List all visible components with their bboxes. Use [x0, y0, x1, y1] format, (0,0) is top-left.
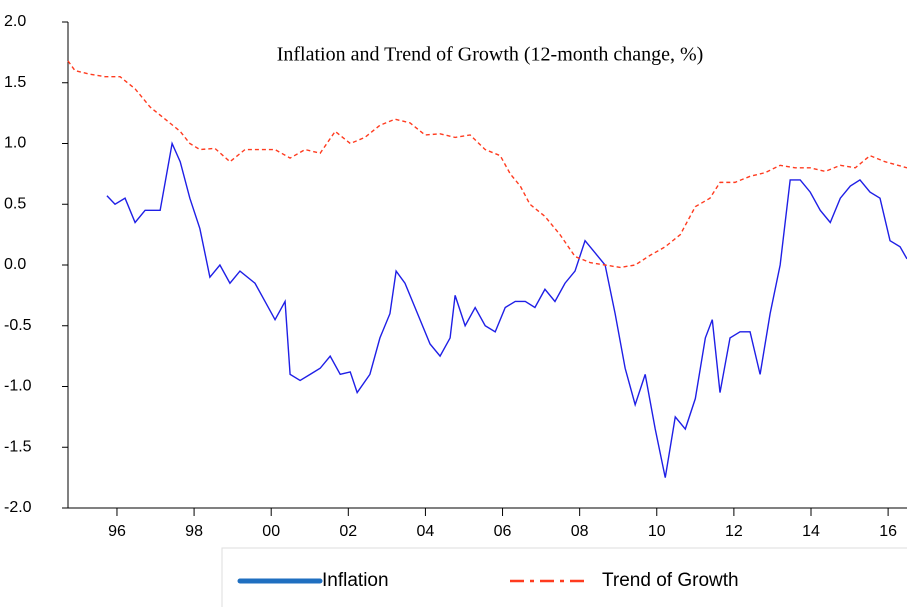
- series-line: [67, 60, 907, 269]
- y-tick-label: -1.0: [4, 378, 32, 395]
- y-tick-label: -0.5: [4, 317, 32, 334]
- y-tick-label: 1.0: [4, 135, 26, 152]
- legend-label: Inflation: [322, 570, 389, 591]
- x-tick-label: 14: [802, 523, 820, 540]
- x-tick-label: 98: [185, 523, 203, 540]
- y-tick-label: 0.0: [4, 256, 26, 273]
- x-tick-label: 00: [262, 523, 280, 540]
- legend-label: Trend of Growth: [602, 570, 739, 591]
- y-tick-label: -1.5: [4, 438, 32, 455]
- x-tick-label: 04: [417, 523, 435, 540]
- legend-box: [221, 547, 907, 607]
- x-tick-label: 16: [879, 523, 897, 540]
- x-tick-label: 10: [648, 523, 666, 540]
- x-tick-label: 06: [494, 523, 512, 540]
- y-tick-label: -2.0: [4, 499, 32, 516]
- x-tick-label: 08: [571, 523, 589, 540]
- y-tick-label: 0.5: [4, 195, 26, 212]
- x-tick-label: 12: [725, 523, 743, 540]
- y-tick-label: 1.5: [4, 74, 26, 91]
- chart-title: Inflation and Trend of Growth (12-month …: [277, 44, 704, 66]
- x-tick-label: 96: [108, 523, 126, 540]
- x-tick-label: 02: [339, 523, 357, 540]
- series-line: [106, 141, 907, 478]
- y-tick-label: 2.0: [4, 13, 26, 30]
